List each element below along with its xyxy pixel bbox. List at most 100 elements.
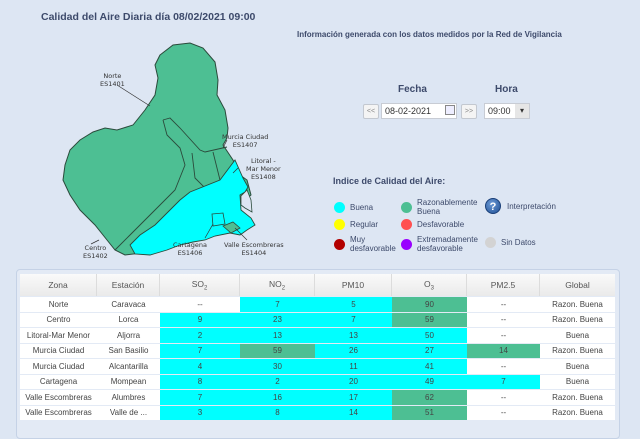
table-row: Cartagena Mompean 8 2 20 49 7 Buena <box>20 374 615 389</box>
label-name: Centro <box>84 244 107 252</box>
regular-dot-icon <box>334 219 345 230</box>
cell-so2: 4 <box>160 359 240 374</box>
cell-zona: Murcia Ciudad <box>20 359 97 374</box>
fecha-label: Fecha <box>398 84 427 95</box>
cell-o3: 27 <box>392 343 467 358</box>
interpretacion-label[interactable]: Interpretación <box>507 201 556 211</box>
legend-extremadamente: Extremadamente desfavorable <box>401 235 478 253</box>
zone-valle-escombreras[interactable] <box>222 221 241 234</box>
cell-pm10: 26 <box>315 343 392 358</box>
region-map <box>55 40 295 265</box>
hora-label: Hora <box>495 84 518 95</box>
cell-zona: Murcia Ciudad <box>20 343 97 358</box>
cell-pm10: 20 <box>315 374 392 389</box>
cell-so2: 2 <box>160 328 240 343</box>
label-name: Murcia Ciudad <box>222 133 269 141</box>
legend-label: Extremadamente <box>417 235 478 244</box>
cell-o3: 41 <box>392 359 467 374</box>
cell-pm10: 5 <box>315 297 392 312</box>
label-code: ES1408 <box>250 173 276 181</box>
cell-estacion: Mompean <box>97 374 160 389</box>
header-o3[interactable]: O3 <box>392 274 467 296</box>
label-name: Litoral - <box>250 157 276 165</box>
header-zona[interactable]: Zona <box>20 274 97 296</box>
cell-o3: 90 <box>392 297 467 312</box>
legend-label2: desfavorable <box>417 244 463 253</box>
cell-pm10: 13 <box>315 328 392 343</box>
calendar-icon[interactable] <box>445 105 455 115</box>
cell-o3: 51 <box>392 405 467 420</box>
label-name: Cartagena <box>173 241 207 249</box>
desfavorable-dot-icon <box>401 219 412 230</box>
cell-zona: Cartagena <box>20 374 97 389</box>
label-name2: Mar Menor <box>246 165 281 173</box>
page-title: Calidad del Aire Diaria día 08/02/2021 0… <box>41 11 256 23</box>
label-code: ES1404 <box>241 249 267 257</box>
header-no2[interactable]: NO2 <box>240 274 315 296</box>
cell-so2: 3 <box>160 405 240 420</box>
header-so2[interactable]: SO2 <box>160 274 240 296</box>
cell-estacion: Alumbres <box>97 390 160 405</box>
cell-so2: -- <box>160 297 240 312</box>
legend-label: Muy <box>350 235 366 244</box>
label-name: Norte <box>103 72 122 80</box>
legend-label2: Buena <box>417 207 441 216</box>
cell-estacion: Caravaca <box>97 297 160 312</box>
header-estacion[interactable]: Estación <box>97 274 160 296</box>
table-row: Murcia Ciudad Alcantarilla 4 30 11 41 --… <box>20 359 615 374</box>
cell-global: Razon. Buena <box>540 343 615 358</box>
map-label-cartagena: Cartagena ES1406 <box>173 241 207 257</box>
map-label-centro: Centro ES1402 <box>83 244 108 260</box>
map-label-litoral: Litoral - Mar Menor ES1408 <box>246 157 281 181</box>
interpretacion-link[interactable]: ? Interpretación <box>485 198 556 214</box>
date-input[interactable]: 08-02-2021 <box>381 103 457 119</box>
legend-label: Razonablemente <box>417 198 478 207</box>
table-header-row: Zona Estación SO2 NO2 PM10 O3 PM2.5 Glob… <box>20 274 615 296</box>
cell-no2: 13 <box>240 328 315 343</box>
header-global[interactable]: Global <box>540 274 615 296</box>
cell-o3: 49 <box>392 374 467 389</box>
legend-label2: desfavorable <box>350 244 396 253</box>
cell-no2: 59 <box>240 343 315 358</box>
legend-razon-buena: Razonablemente Buena <box>401 198 477 216</box>
map-label-norte: Norte ES1401 <box>100 72 125 88</box>
info-text: Información generada con los datos medid… <box>297 30 562 39</box>
cell-zona: Valle Escombreras <box>20 390 97 405</box>
legend-label: Buena <box>350 203 374 212</box>
cell-zona: Valle Escombreras <box>20 405 97 420</box>
cell-pm25: -- <box>467 359 540 374</box>
cell-pm25: 14 <box>467 343 540 358</box>
cell-so2: 8 <box>160 374 240 389</box>
legend-sin-datos: Sin Datos <box>485 237 536 248</box>
prev-date-button[interactable]: << <box>363 104 379 119</box>
legend-desfavorable: Desfavorable <box>401 219 464 230</box>
label-code: ES1407 <box>232 141 258 149</box>
cell-estacion: Aljorra <box>97 328 160 343</box>
cell-estacion: San Basilio <box>97 343 160 358</box>
zone-litoral-cartagena[interactable] <box>129 159 256 256</box>
legend-regular: Regular <box>334 219 378 230</box>
legend-muy-desfavorable: Muy desfavorable <box>334 235 396 253</box>
cell-estacion: Alcantarilla <box>97 359 160 374</box>
cell-o3: 59 <box>392 312 467 327</box>
header-pm25[interactable]: PM2.5 <box>467 274 540 296</box>
label-code: ES1406 <box>177 249 203 257</box>
help-icon[interactable]: ? <box>485 198 501 214</box>
legend-label: Regular <box>350 220 379 229</box>
cell-pm25: 7 <box>467 374 540 389</box>
cell-pm25: -- <box>467 297 540 312</box>
cell-global: Razon. Buena <box>540 297 615 312</box>
cell-global: Buena <box>540 374 615 389</box>
cell-global: Razon. Buena <box>540 405 615 420</box>
next-date-button[interactable]: >> <box>461 104 477 119</box>
table-row: Centro Lorca 9 23 7 59 -- Razon. Buena <box>20 312 615 327</box>
cell-global: Razon. Buena <box>540 390 615 405</box>
header-pm10[interactable]: PM10 <box>315 274 392 296</box>
cell-global: Buena <box>540 359 615 374</box>
chevron-down-icon[interactable]: ▾ <box>515 104 529 118</box>
label-name: Valle Escombreras <box>224 241 284 249</box>
murcia-map-icon <box>62 42 256 256</box>
razon-buena-dot-icon <box>401 201 412 213</box>
cell-no2: 7 <box>240 297 315 312</box>
cell-so2: 9 <box>160 312 240 327</box>
